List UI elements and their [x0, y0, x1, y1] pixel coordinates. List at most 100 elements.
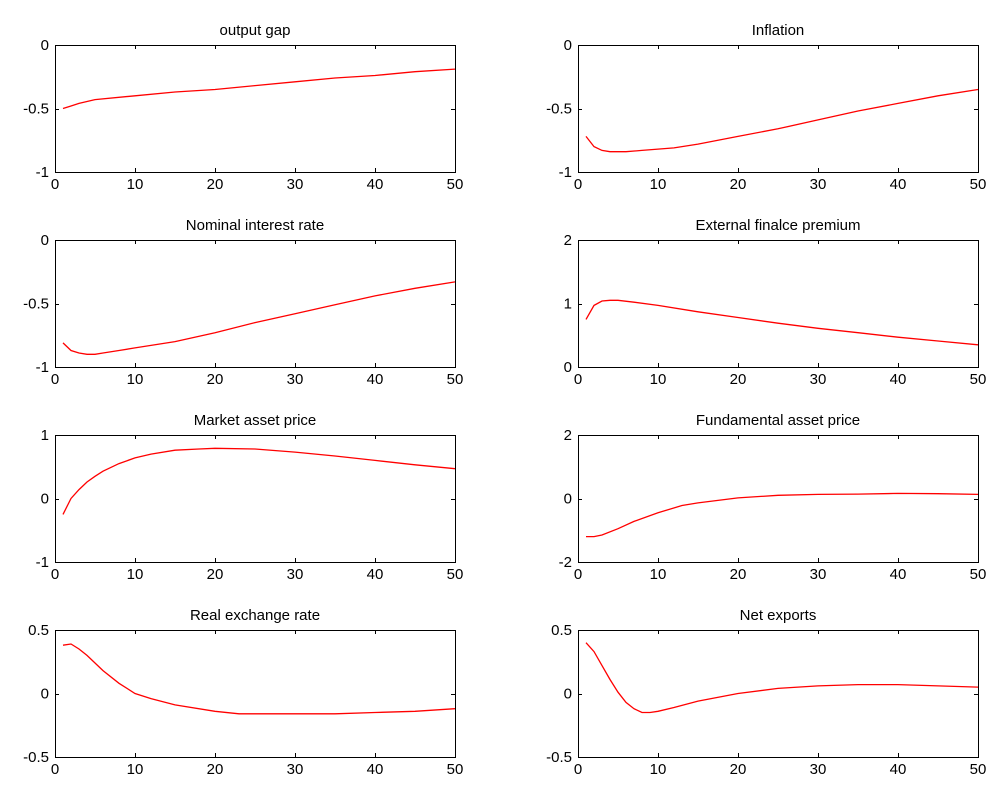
x-tick-label: 50: [970, 566, 987, 583]
y-tick-label: 0: [41, 232, 49, 249]
series-line: [586, 492, 979, 538]
y-tick-label: 0: [41, 686, 49, 703]
series-line: [62, 447, 456, 515]
x-tick-label: 30: [810, 761, 827, 778]
x-tick-label: 30: [810, 371, 827, 388]
y-tick-label: 1: [564, 296, 572, 313]
y-tick-label: 0: [564, 686, 572, 703]
y-tick-label: 0: [564, 491, 572, 508]
x-tick-label: 20: [207, 371, 224, 388]
x-tick-label: 10: [650, 566, 667, 583]
x-tick-label: 10: [650, 761, 667, 778]
x-tick-label: 20: [730, 566, 747, 583]
subplot-title: Inflation: [752, 22, 805, 39]
subplot-title: External finalce premium: [695, 217, 860, 234]
x-tick-label: 10: [127, 371, 144, 388]
axes-box: [55, 45, 456, 173]
x-tick-label: 10: [127, 176, 144, 193]
x-tick-label: 50: [447, 566, 464, 583]
axes-box: [578, 630, 979, 758]
axes-box: [55, 630, 456, 758]
y-tick-label: 0: [41, 37, 49, 54]
series-line: [585, 642, 979, 714]
subplot-title: Nominal interest rate: [186, 217, 324, 234]
axes-box: [578, 435, 979, 563]
x-tick-label: 40: [890, 566, 907, 583]
y-tick-label: -2: [559, 554, 572, 571]
x-tick-label: 50: [970, 176, 987, 193]
subplot: output gap 0 10 20 30 40 50 -1 -0.5 0: [23, 22, 463, 193]
subplot: External finalce premium 0 10 20 30 40 50 0 1 2: [564, 217, 987, 388]
series-line: [62, 643, 456, 715]
y-tick-label: 2: [564, 427, 572, 444]
x-tick-label: 30: [810, 566, 827, 583]
x-tick-label: 50: [970, 761, 987, 778]
x-tick-label: 50: [447, 761, 464, 778]
x-tick-label: 40: [890, 371, 907, 388]
y-tick-label: 0: [564, 37, 572, 54]
x-tick-label: 10: [127, 566, 144, 583]
x-tick-label: 20: [730, 176, 747, 193]
y-tick-label: -1: [36, 359, 49, 376]
y-tick-label: -1: [36, 554, 49, 571]
x-tick-label: 40: [367, 176, 384, 193]
x-tick-label: 50: [447, 176, 464, 193]
y-tick-label: -1: [559, 164, 572, 181]
axes-box: [578, 240, 979, 368]
y-tick-label: 1: [41, 427, 49, 444]
x-tick-label: 20: [207, 761, 224, 778]
y-tick-label: -0.5: [23, 749, 49, 766]
x-tick-label: 40: [367, 566, 384, 583]
x-tick-label: 40: [367, 371, 384, 388]
subplot-title: Real exchange rate: [190, 607, 320, 624]
x-tick-label: 30: [287, 176, 304, 193]
series-line: [585, 299, 979, 346]
x-tick-label: 30: [287, 566, 304, 583]
x-tick-label: 30: [287, 761, 304, 778]
x-tick-label: 0: [574, 566, 582, 583]
x-tick-label: 30: [287, 371, 304, 388]
y-tick-label: 0.5: [28, 622, 49, 639]
y-tick-label: 0.5: [551, 622, 572, 639]
y-tick-label: -0.5: [23, 296, 49, 313]
x-tick-label: 0: [51, 761, 59, 778]
x-tick-label: 0: [51, 566, 59, 583]
x-tick-label: 50: [970, 371, 987, 388]
subplot-title: Fundamental asset price: [696, 412, 860, 429]
y-tick-label: -0.5: [546, 749, 572, 766]
axes-box: [578, 45, 979, 173]
x-tick-label: 10: [127, 761, 144, 778]
x-tick-label: 20: [730, 761, 747, 778]
x-tick-label: 0: [574, 371, 582, 388]
x-tick-label: 0: [51, 176, 59, 193]
x-tick-label: 40: [890, 761, 907, 778]
y-tick-label: 2: [564, 232, 572, 249]
x-tick-label: 40: [890, 176, 907, 193]
axes-box: [55, 435, 456, 563]
x-tick-label: 40: [367, 761, 384, 778]
x-tick-label: 0: [51, 371, 59, 388]
x-tick-label: 20: [730, 371, 747, 388]
y-tick-label: 0: [564, 359, 572, 376]
y-tick-label: -0.5: [546, 101, 572, 118]
subplot-title: Net exports: [740, 607, 817, 624]
x-tick-label: 20: [207, 176, 224, 193]
y-tick-label: -1: [36, 164, 49, 181]
y-tick-label: -0.5: [23, 101, 49, 118]
series-line: [585, 88, 979, 153]
series-line: [62, 281, 456, 355]
series-line: [62, 68, 456, 110]
x-tick-label: 0: [574, 761, 582, 778]
subplot: Nominal interest rate 0 10 20 30 40 50 -1 -0.5 0: [23, 217, 463, 388]
subplot-title: Market asset price: [194, 412, 317, 429]
y-tick-label: 0: [41, 491, 49, 508]
x-tick-label: 50: [447, 371, 464, 388]
subplot: Inflation 0 10 20 30 40 50 -1 -0.5 0: [546, 22, 986, 193]
x-tick-label: 10: [650, 176, 667, 193]
axes-box: [55, 240, 456, 368]
